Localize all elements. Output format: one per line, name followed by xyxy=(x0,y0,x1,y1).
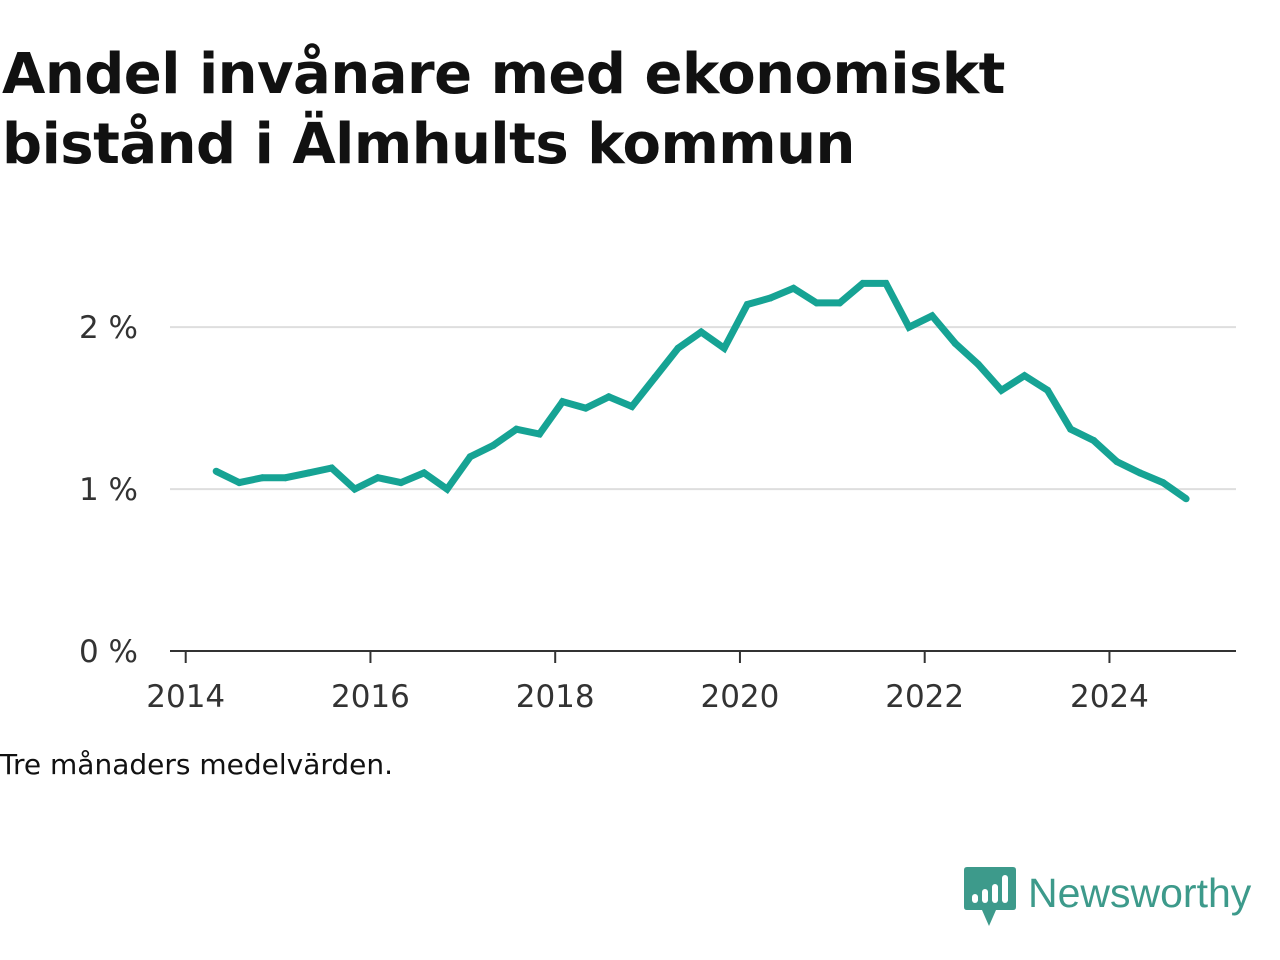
data-point xyxy=(928,312,936,320)
data-point xyxy=(628,402,636,410)
data-point xyxy=(766,294,774,302)
data-point xyxy=(559,398,567,406)
y-tick-label: 1 % xyxy=(79,472,138,508)
data-point xyxy=(905,323,913,331)
gridlines xyxy=(170,326,1236,491)
data-point xyxy=(258,474,266,482)
brand-name: Newsworthy xyxy=(1028,870,1252,916)
y-axis-tick-labels: 0 % 1 % 2 % xyxy=(79,310,138,670)
line-chart: 0 % 1 % 2 % 2014 2016 2018 2020 2022 2024 xyxy=(79,279,1236,715)
data-point xyxy=(489,441,497,449)
x-tick-label: 2024 xyxy=(1070,679,1149,715)
data-point xyxy=(1113,458,1121,466)
y-tick-label: 0 % xyxy=(79,634,138,670)
data-point xyxy=(720,344,728,352)
data-point xyxy=(443,485,451,493)
data-point xyxy=(951,339,959,347)
data-point xyxy=(1159,479,1167,487)
series-line xyxy=(214,279,1189,502)
data-point xyxy=(397,479,405,487)
data-point xyxy=(582,404,590,412)
data-point xyxy=(1067,425,1075,433)
data-point xyxy=(212,467,220,475)
data-point xyxy=(605,393,613,401)
x-tick-label: 2020 xyxy=(700,679,779,715)
data-point xyxy=(836,299,844,307)
data-point xyxy=(512,425,520,433)
x-tick-label: 2016 xyxy=(331,679,410,715)
x-tick-label: 2014 xyxy=(146,679,225,715)
data-point xyxy=(374,474,382,482)
data-point xyxy=(974,360,982,368)
data-point xyxy=(1136,469,1144,477)
data-point xyxy=(743,300,751,308)
x-tick-label: 2022 xyxy=(885,679,964,715)
x-tick-label: 2018 xyxy=(516,679,595,715)
data-point xyxy=(351,485,359,493)
bar-chart-speech-bubble-icon xyxy=(964,867,1016,926)
data-point xyxy=(328,464,336,472)
data-point xyxy=(305,469,313,477)
chart-note: Tre månaders medelvärden. xyxy=(0,748,394,781)
data-point xyxy=(235,479,243,487)
data-point xyxy=(790,284,798,292)
brand[interactable]: Newsworthy xyxy=(964,866,1251,928)
data-point xyxy=(535,430,543,438)
data-point xyxy=(281,474,289,482)
data-point xyxy=(1090,437,1098,444)
chart-title: Andel invånare med ekonomiskt bistånd i … xyxy=(2,42,1005,177)
data-point xyxy=(674,344,682,352)
data-point xyxy=(651,373,659,381)
data-point xyxy=(859,279,867,287)
data-point xyxy=(1182,495,1190,503)
series-layer xyxy=(212,279,1190,503)
data-point xyxy=(420,469,428,477)
data-point xyxy=(813,299,821,307)
y-tick-label: 2 % xyxy=(79,310,138,346)
data-point xyxy=(466,453,474,461)
data-point xyxy=(697,328,705,336)
data-point xyxy=(882,279,890,287)
data-point xyxy=(1044,386,1052,394)
data-point xyxy=(1020,372,1028,380)
data-point xyxy=(997,386,1005,394)
x-axis: 2014 2016 2018 2020 2022 2024 xyxy=(146,650,1236,715)
